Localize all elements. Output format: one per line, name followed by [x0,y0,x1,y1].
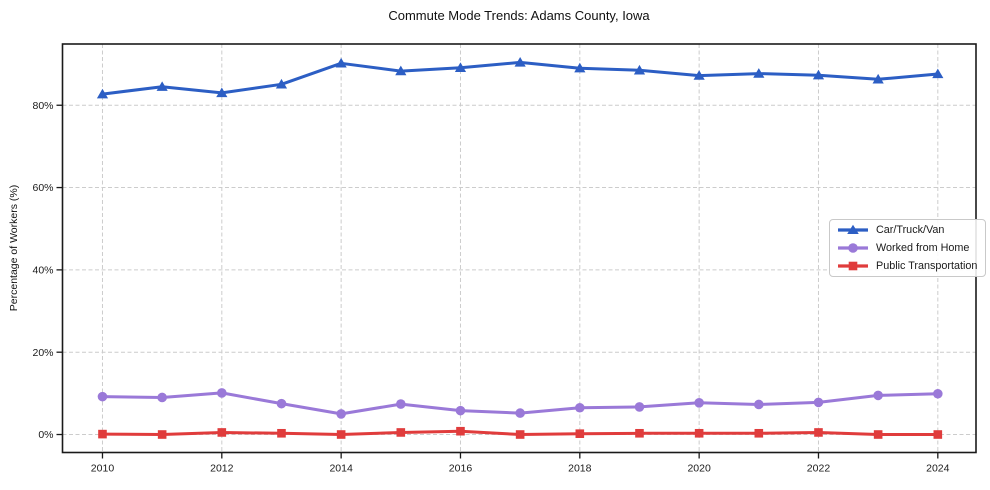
x-tick-label: 2020 [687,463,711,475]
series-public-transportation-marker [277,428,286,438]
legend-item-car-truck-van: Car/Truck/Van [836,221,977,239]
legend-sample-square-icon [838,261,868,271]
series-public-transportation-marker [933,430,943,439]
series-car-truck-van-marker [633,64,646,75]
series-car-truck-van-marker [335,57,347,68]
series-line-car-truck-van [101,60,940,96]
y-tick-label: 20% [32,347,53,359]
series-public-transportation-marker [396,428,406,437]
legend-label: Worked from Home [876,242,970,254]
series-worked-from-home-marker [575,402,585,413]
series-public-transportation-marker [515,430,525,439]
series-car-truck-van-marker [216,87,228,98]
series-public-transportation-marker [575,429,585,438]
x-tick-label: 2018 [568,463,592,475]
series-car-truck-van-marker [872,73,884,84]
x-tick-label: 2010 [91,463,115,475]
series-worked-from-home-marker [933,388,943,399]
x-tick-label: 2016 [449,463,473,475]
series-public-transportation-marker [694,428,704,438]
series-public-transportation-marker [336,430,346,439]
series-public-transportation-marker [754,428,764,438]
series-public-transportation-marker [873,430,883,439]
legend-sample-circle-icon [838,243,868,253]
series-worked-from-home-marker [694,398,704,408]
series-car-truck-van-marker [275,78,288,89]
legend-label: Car/Truck/Van [876,224,945,236]
series-car-truck-van-marker [395,65,407,76]
x-tick-label: 2014 [329,463,353,475]
series-car-truck-van-marker [156,81,168,91]
series-worked-from-home-marker [396,399,406,409]
y-tick-label: 80% [32,100,53,112]
series-car-truck-van-marker [753,68,765,78]
series-car-truck-van-marker [693,70,705,80]
legend-item-worked-from-home: Worked from Home [836,239,977,257]
series-worked-from-home-marker [276,398,287,409]
series-car-truck-van-marker [574,62,586,73]
y-tick-label: 40% [32,264,53,276]
series-worked-from-home-marker [813,397,824,408]
series-public-transportation-marker [217,428,227,437]
series-car-truck-van-marker [514,57,526,67]
series-public-transportation-marker [157,430,167,439]
series-car-truck-van-marker [932,68,944,79]
legend: Car/Truck/Van Worked from Home Public Tran… [829,219,987,277]
series-worked-from-home-marker [634,402,645,412]
legend-label: Public Transportation [876,260,978,272]
legend-sample-triangle-icon [838,224,868,234]
series-public-transportation-marker [456,426,465,436]
series-car-truck-van-marker [454,62,467,72]
y-tick-label: 60% [32,182,53,194]
y-tick-label: 0% [38,429,53,441]
series-public-transportation-marker [635,428,644,438]
series-worked-from-home-marker [157,392,167,403]
series-worked-from-home-marker [515,408,525,418]
chart-title: Commute Mode Trends: Adams County, Iowa [388,8,650,23]
series-car-truck-van-marker [812,69,825,80]
series-car-truck-van-marker [96,88,109,99]
x-tick-label: 2022 [807,463,831,475]
series-worked-from-home-marker [873,390,883,401]
series-worked-from-home-marker [97,391,108,402]
series-worked-from-home-marker [336,409,346,419]
series-public-transportation-marker [814,428,823,437]
x-tick-label: 2024 [926,463,950,475]
series-public-transportation-marker [98,429,107,439]
series-worked-from-home-marker [217,388,227,398]
legend-item-public-transportation: Public Transportation [836,257,977,275]
series-worked-from-home-marker [455,405,466,416]
series-worked-from-home-marker [754,399,764,410]
x-tick-label: 2012 [210,463,234,475]
